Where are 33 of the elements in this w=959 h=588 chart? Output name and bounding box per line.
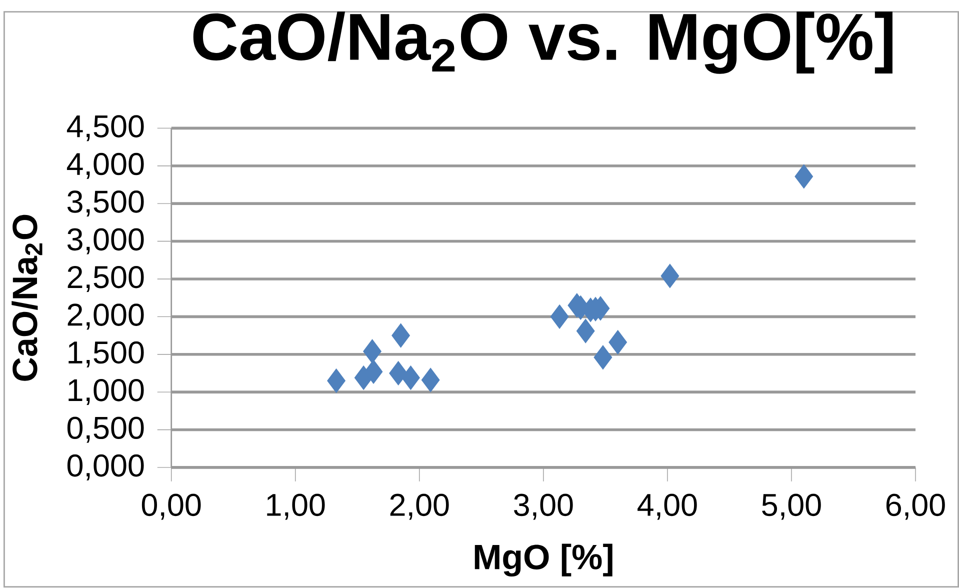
y-tick-label: 2,500 xyxy=(68,266,144,292)
x-tick-label: 0,00 xyxy=(142,494,201,520)
point xyxy=(421,368,440,392)
y-tick-label: 0,500 xyxy=(67,416,144,443)
y-tick-label: 3,000 xyxy=(67,228,144,254)
point xyxy=(594,345,612,370)
chart-title: CaO/Na$_{2}$O vs. MgO[%] xyxy=(193,12,892,74)
x-tick-label: 6,00 xyxy=(886,494,945,520)
x-tick-label: 3,00 xyxy=(514,494,573,520)
point xyxy=(364,360,383,384)
x-tick-label: 1,00 xyxy=(267,494,325,520)
x-axis-title: MgO [%] xyxy=(474,544,612,576)
point xyxy=(660,264,680,288)
y-tick-label: 1,500 xyxy=(68,341,144,368)
point xyxy=(363,339,382,364)
x-tick-label: 5,00 xyxy=(762,494,821,520)
point xyxy=(794,164,813,188)
y-tick-label: 4,000 xyxy=(66,152,144,179)
x-tick-label: 4,00 xyxy=(638,494,697,520)
point xyxy=(402,366,420,390)
point xyxy=(389,361,408,385)
y-axis-title: CaO/Na$_{2}$O xyxy=(12,214,42,381)
point xyxy=(608,330,627,354)
y-tick-label: 2,000 xyxy=(68,304,144,330)
y-tick-label: 3,500 xyxy=(67,190,144,216)
y-tick-label: 1,000 xyxy=(68,378,144,405)
y-tick-label: 4,500 xyxy=(66,115,144,142)
point xyxy=(392,324,410,348)
point xyxy=(327,368,346,393)
point xyxy=(576,319,595,343)
x-tick-label: 2,00 xyxy=(390,494,449,520)
point xyxy=(550,304,569,328)
y-tick-label: 0,000 xyxy=(67,454,144,480)
